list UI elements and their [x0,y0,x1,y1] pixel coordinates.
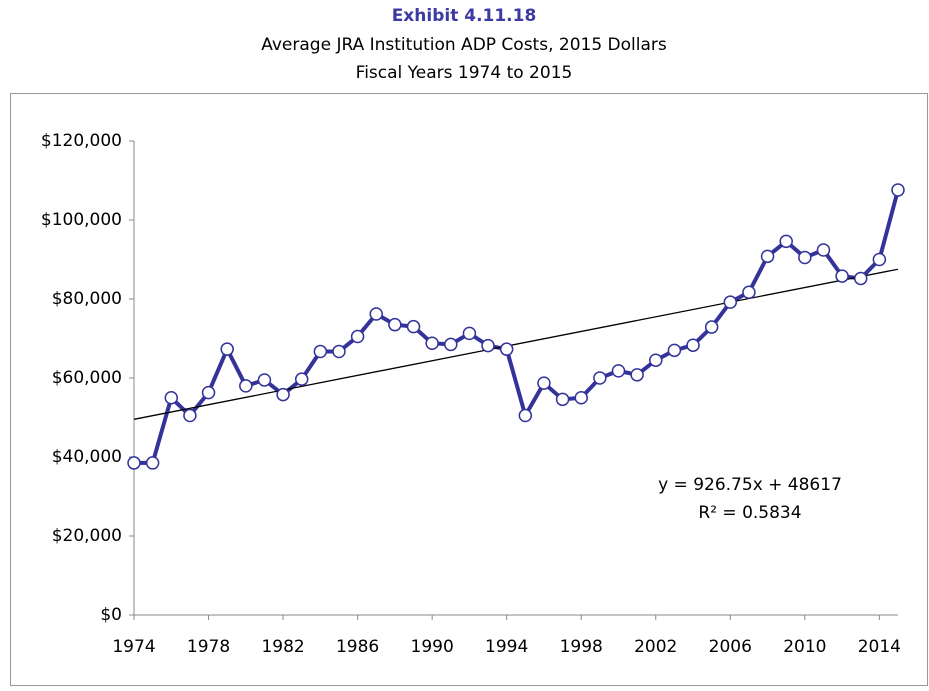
data-point [313,344,328,359]
data-point [425,336,439,350]
data-point [444,337,458,352]
data-point [816,243,831,257]
data-point [127,456,141,470]
data-point [145,456,160,470]
data-point [276,387,290,402]
chart-subtitle: Average JRA Institution ADP Costs, 2015 … [261,35,667,55]
data-point [537,376,551,390]
data-point [611,364,626,378]
y-tick-label: $80,000 [52,289,122,309]
y-tick-label: $20,000 [52,526,122,546]
data-point [257,373,272,387]
y-tick-label: $100,000 [41,210,122,230]
data-point [518,408,533,423]
data-point [630,368,644,382]
data-point [294,372,309,386]
trend-line [133,268,899,420]
x-tick-label: 1978 [187,637,230,657]
chart-title: Exhibit 4.11.18 [392,6,537,26]
data-point [388,317,402,332]
data-point [872,252,887,267]
data-point [779,234,793,249]
data-point [686,338,700,352]
y-tick-label: $120,000 [41,131,122,151]
chart-subtitle: Fiscal Years 1974 to 2015 [356,63,573,83]
data-point [760,249,775,264]
series-line [134,189,900,465]
data-point [555,392,570,407]
trend-r-squared: R² = 0.5834 [698,503,801,523]
y-tick-label: $60,000 [52,368,122,388]
data-point [164,391,179,405]
x-tick-label: 1982 [261,637,304,657]
x-tick-label: 1994 [485,637,528,657]
data-point [183,408,197,423]
data-point [853,271,868,286]
data-point [220,342,234,356]
x-tick-label: 2006 [709,637,752,657]
data-point [201,385,216,400]
data-point [891,183,905,197]
x-tick-label: 1990 [411,637,454,657]
data-point [835,269,849,283]
data-point [742,285,756,300]
chart-frame [10,93,928,686]
data-point [649,353,663,367]
x-tick-label: 2002 [634,637,677,657]
data-point [369,307,383,321]
data-point [798,250,812,265]
data-point [499,342,514,356]
x-tick-label: 1998 [560,637,603,657]
trend-equation: y = 926.75x + 48617 [658,475,842,495]
y-tick-label: $0 [100,605,122,625]
data-point [723,295,738,309]
y-tick-label: $40,000 [52,447,122,467]
x-tick-label: 1986 [336,637,379,657]
data-point [481,338,495,353]
data-point [406,319,421,334]
data-point [574,391,588,405]
data-point [350,329,365,344]
x-tick-label: 2010 [783,637,826,657]
x-tick-label: 2014 [858,637,901,657]
data-point [593,371,607,385]
data-point [239,379,253,393]
data-point [704,320,719,334]
x-tick-label: 1974 [112,637,155,657]
data-point [667,343,682,358]
data-point [332,344,346,359]
data-point [462,326,477,341]
